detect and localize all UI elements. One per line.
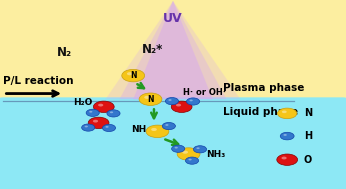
Circle shape (107, 110, 120, 117)
Polygon shape (133, 1, 213, 99)
Text: N: N (130, 71, 136, 80)
Circle shape (93, 120, 98, 123)
Circle shape (169, 99, 172, 101)
Text: N₂*: N₂* (142, 43, 163, 56)
Circle shape (283, 134, 287, 136)
Circle shape (151, 128, 157, 131)
Circle shape (165, 98, 179, 105)
Text: N: N (304, 108, 312, 118)
Circle shape (106, 126, 109, 128)
Text: H: H (304, 131, 312, 141)
Circle shape (277, 154, 298, 165)
Circle shape (277, 108, 297, 119)
Circle shape (144, 96, 150, 99)
Text: UV: UV (163, 12, 183, 25)
Text: Plasma phase: Plasma phase (223, 83, 304, 93)
Circle shape (162, 122, 175, 130)
Circle shape (177, 148, 200, 160)
Text: O: O (304, 155, 312, 165)
Circle shape (175, 147, 178, 149)
Polygon shape (119, 1, 227, 99)
Text: NH: NH (131, 125, 146, 134)
Circle shape (86, 109, 99, 116)
Circle shape (165, 124, 169, 126)
Circle shape (139, 93, 162, 105)
Circle shape (171, 101, 192, 112)
Circle shape (110, 112, 113, 113)
Circle shape (185, 157, 199, 164)
Circle shape (93, 101, 114, 112)
Circle shape (182, 151, 188, 154)
Circle shape (82, 124, 95, 131)
Circle shape (176, 104, 181, 107)
Circle shape (127, 72, 133, 75)
Circle shape (190, 100, 193, 101)
Circle shape (189, 159, 192, 160)
Circle shape (89, 111, 92, 113)
Circle shape (280, 132, 294, 140)
Text: Liquid phase: Liquid phase (223, 107, 298, 116)
FancyBboxPatch shape (0, 97, 346, 189)
Text: H· or OH·: H· or OH· (183, 88, 226, 97)
Circle shape (282, 111, 287, 113)
Text: H₂O: H₂O (73, 98, 93, 107)
Circle shape (186, 98, 200, 105)
Text: NH₃: NH₃ (206, 150, 225, 160)
Circle shape (146, 125, 169, 138)
Circle shape (85, 126, 88, 127)
Circle shape (88, 117, 109, 129)
Circle shape (102, 124, 116, 132)
Circle shape (122, 69, 145, 82)
Polygon shape (106, 1, 240, 99)
Circle shape (193, 146, 207, 153)
Circle shape (172, 145, 185, 152)
Text: P/L reaction: P/L reaction (3, 76, 74, 86)
Text: N: N (147, 95, 154, 104)
Circle shape (98, 104, 103, 107)
FancyBboxPatch shape (0, 0, 346, 105)
Circle shape (197, 147, 200, 149)
Text: N₂: N₂ (56, 46, 72, 59)
Circle shape (281, 156, 286, 160)
